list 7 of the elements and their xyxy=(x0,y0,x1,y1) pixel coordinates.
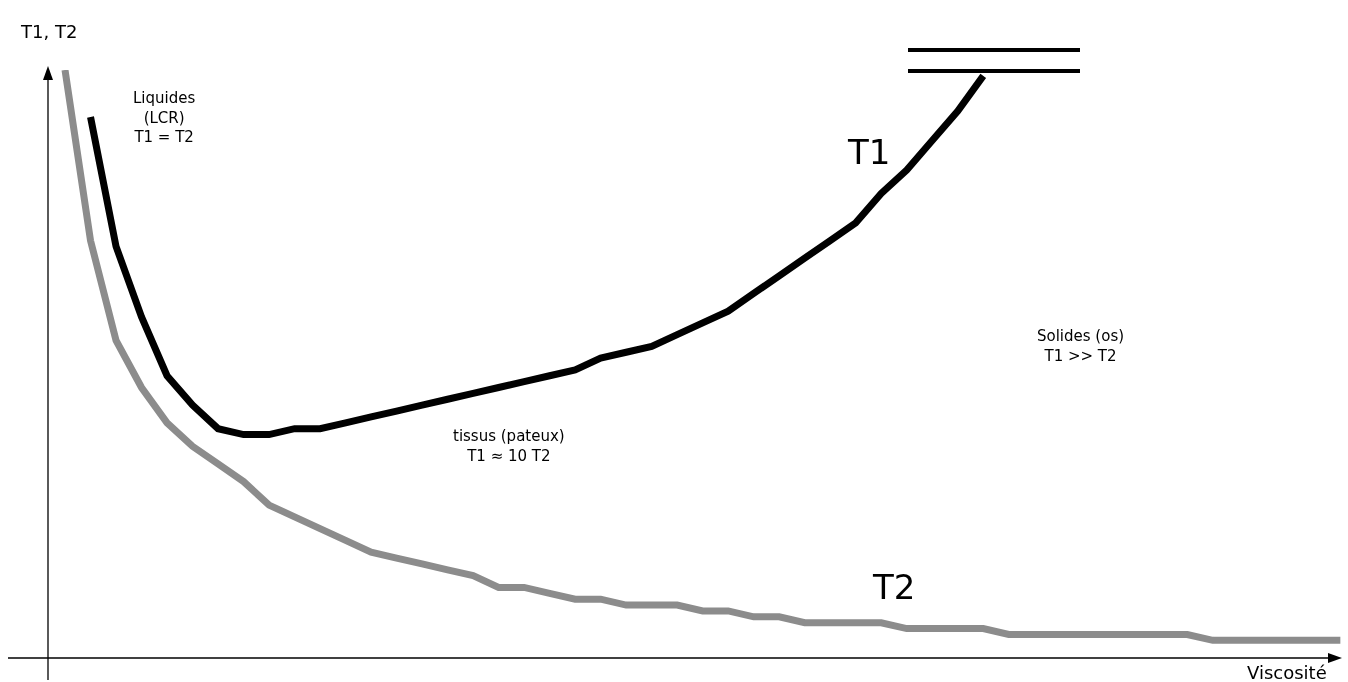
series-label: T1 xyxy=(847,132,891,172)
annotation: tissus (pateux) T1 ≈ 10 T2 xyxy=(453,427,565,465)
series-label: T2 xyxy=(872,567,916,607)
y-axis-title: T1, T2 xyxy=(20,21,78,42)
x-axis-title: Viscosité xyxy=(1247,662,1327,682)
annotation: Liquides (LCR) T1 = T2 xyxy=(133,89,196,146)
annotation: Solides (os) T1 >> T2 xyxy=(1037,327,1125,365)
